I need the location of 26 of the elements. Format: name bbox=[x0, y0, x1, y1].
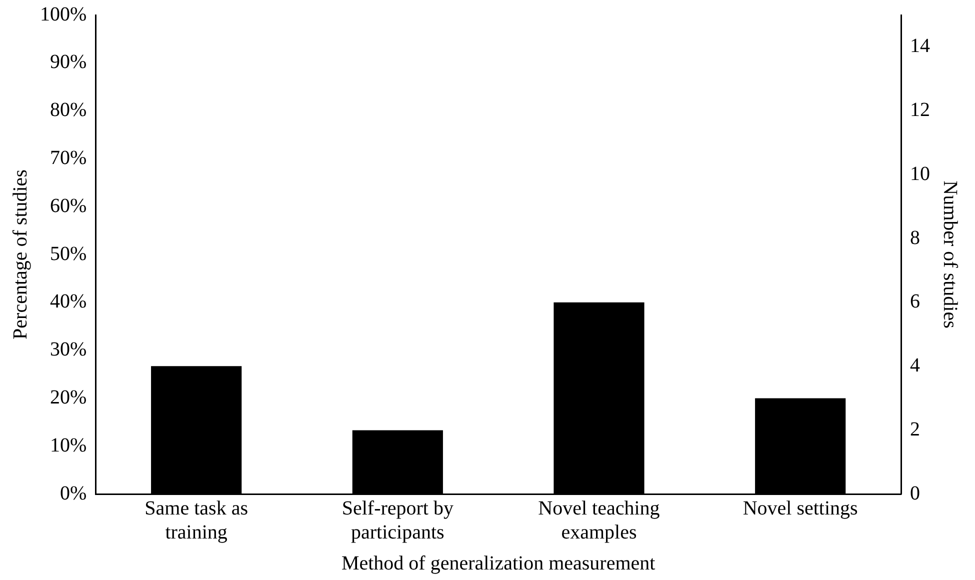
y2-tick-label: 2 bbox=[910, 418, 920, 440]
y2-tick-label: 10 bbox=[910, 162, 930, 185]
y2-tick-label: 6 bbox=[910, 290, 920, 313]
y2-tick-label: 12 bbox=[910, 99, 930, 122]
y2-tick-label: 8 bbox=[910, 226, 920, 249]
x-tick-label: Self-report by participants bbox=[342, 497, 454, 544]
y-tick-label: 0% bbox=[60, 482, 87, 504]
y-tick-label: 50% bbox=[50, 242, 87, 265]
y2-axis-title: Number of studies bbox=[938, 180, 961, 329]
y2-tick-label: 4 bbox=[910, 354, 920, 377]
y-tick-label: 60% bbox=[50, 194, 87, 217]
y-tick-label: 80% bbox=[50, 99, 87, 122]
y-tick-label: 90% bbox=[50, 51, 87, 74]
x-tick-label: Novel settings bbox=[742, 497, 858, 520]
y-tick-label: 100% bbox=[40, 3, 87, 26]
y-tick-label: 10% bbox=[50, 434, 87, 456]
y2-tick-label: 0 bbox=[910, 482, 920, 504]
y-tick-label: 40% bbox=[50, 290, 87, 313]
y-tick-label: 70% bbox=[50, 146, 87, 169]
x-tick-label: Novel teaching examples bbox=[538, 497, 660, 544]
x-axis-title: Method of generalization measurement bbox=[341, 552, 656, 574]
y-tick-label: 20% bbox=[50, 386, 87, 408]
x-tick-label: Same task as training bbox=[144, 497, 248, 544]
y-tick-label: 30% bbox=[50, 338, 87, 361]
y-axis-title: Percentage of studies bbox=[9, 169, 32, 340]
y2-tick-label: 14 bbox=[910, 35, 930, 58]
